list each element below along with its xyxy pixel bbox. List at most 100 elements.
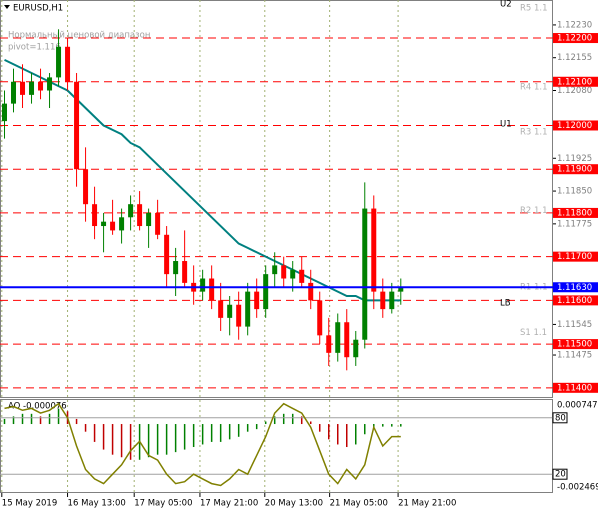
pivot-label: R4 1.1 [520, 83, 548, 93]
candle-body [119, 217, 125, 231]
candle-body [218, 300, 224, 318]
candle-body [371, 208, 377, 292]
level-tag [553, 207, 598, 218]
y-tick-label: 1.11545 [557, 320, 592, 330]
menu-triangle [4, 5, 10, 9]
candle-body [47, 77, 53, 91]
candle-body [173, 261, 179, 275]
candle-body [137, 204, 143, 227]
level-label: 1.11400 [557, 383, 592, 393]
candle-body [308, 282, 314, 301]
y-tick-label: 1.11925 [557, 154, 592, 164]
x-tick-label: 15 May 2019 [2, 499, 57, 509]
level-tag [553, 164, 598, 175]
y-tick-label: 1.12230 [557, 20, 592, 30]
candle-body [227, 304, 233, 318]
candle-body [146, 212, 152, 227]
y-tick-label: 1.11475 [557, 351, 592, 361]
level-label: 1.11900 [557, 165, 592, 175]
candle-body [110, 221, 116, 231]
annotation: Нормальный ценовой диапазон [8, 31, 150, 41]
candle-body [290, 269, 296, 279]
candle-body [209, 278, 215, 301]
level-tag [553, 339, 598, 350]
level-label: 1.11600 [557, 296, 592, 306]
y-tick-label: 1.12080 [557, 86, 592, 96]
main-frame [0, 0, 553, 398]
candle-body [56, 46, 62, 78]
y-tick-label: 1.11775 [557, 219, 592, 229]
candle-body [128, 204, 134, 218]
level-tag [553, 382, 598, 393]
level-tag [553, 251, 598, 262]
candle-body [155, 212, 161, 235]
pivot-label: R5 1.1 [520, 3, 548, 13]
pivot-label: U2 [500, 0, 512, 9]
candle-body [2, 103, 8, 122]
stoch-line [4, 402, 401, 487]
pivot-label: U1 [500, 120, 512, 130]
chart-title: EURUSD,H1 [13, 4, 63, 14]
x-tick-label: 21 May 21:00 [398, 499, 456, 509]
pivot-price: 1.11630 [557, 283, 592, 293]
level-label: 1.12100 [557, 77, 592, 87]
candle-body [380, 291, 386, 310]
level-label: 1.11700 [557, 252, 592, 262]
candle-body [164, 234, 170, 275]
ao-tick-label: -0.002469 [557, 483, 598, 493]
candle-body [362, 208, 368, 340]
candle-body [74, 81, 80, 170]
candle-body [29, 81, 35, 95]
candle-body [299, 269, 305, 283]
moving-average [4, 59, 401, 302]
candle-body [326, 335, 332, 353]
candle-body [398, 287, 404, 292]
candle-body [272, 265, 278, 275]
candle-body [236, 304, 242, 327]
x-tick-label: 21 May 05:00 [330, 499, 388, 509]
pivot-label: R2 1.1 [520, 206, 548, 216]
level-label: 1.11800 [557, 208, 592, 218]
candle-body [38, 81, 44, 91]
candle-body [182, 261, 188, 283]
x-tick-label: 16 May 13:00 [68, 499, 126, 509]
candle-body [20, 81, 26, 95]
candle-body [317, 300, 323, 336]
indicator-frame [0, 399, 553, 493]
level-tag [553, 33, 598, 44]
level-tag [553, 76, 598, 87]
candle-body [389, 291, 395, 310]
candle-body [200, 278, 206, 292]
candle-body [344, 322, 350, 358]
pivot-tag [553, 282, 598, 293]
pivot-label: S1 1.1 [520, 328, 547, 338]
stoch-tick-label: 80 [555, 413, 566, 423]
annotation: pivot=1.116 [8, 43, 61, 53]
candle-body [65, 46, 71, 82]
candle-body [281, 265, 287, 279]
ao-label: AO -0.000076 [8, 402, 67, 412]
candle-body [254, 291, 260, 310]
candle-body [101, 221, 107, 227]
y-tick-label: 1.12155 [557, 53, 592, 63]
x-tick-label: 17 May 05:00 [134, 499, 192, 509]
candle-body [83, 169, 89, 205]
y-tick-label: 1.11850 [557, 187, 592, 197]
candle-body [92, 204, 98, 227]
x-tick-label: 20 May 13:00 [265, 499, 323, 509]
pivot-label: R3 1.1 [520, 128, 548, 138]
level-tag [553, 120, 598, 131]
level-label: 1.12200 [557, 34, 592, 44]
ao-tick-label: 0.000747 [557, 400, 598, 410]
stoch-tick-label: 20 [555, 470, 566, 480]
stoch-tag [552, 412, 568, 424]
pivot-label: LB [500, 298, 511, 308]
stoch-tag [552, 468, 568, 480]
level-label: 1.12000 [557, 121, 592, 131]
candle-body [245, 291, 251, 327]
candle-body [11, 81, 17, 104]
candle-body [263, 274, 269, 310]
candle-body [353, 339, 359, 358]
level-label: 1.11500 [557, 340, 592, 350]
